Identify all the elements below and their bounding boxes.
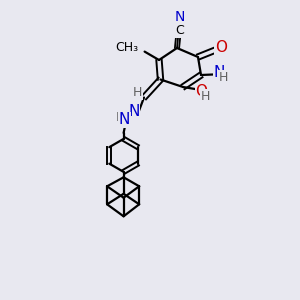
Text: C: C [175, 24, 184, 37]
Text: H: H [201, 89, 211, 103]
Text: N: N [119, 112, 130, 128]
Text: H: H [133, 86, 142, 100]
Text: H: H [116, 111, 125, 124]
Text: N: N [128, 104, 140, 119]
Text: O: O [215, 40, 227, 56]
Text: O: O [195, 84, 207, 99]
Text: N: N [175, 10, 185, 24]
Text: CH₃: CH₃ [115, 41, 138, 55]
Text: N: N [214, 65, 225, 80]
Text: H: H [219, 71, 229, 84]
